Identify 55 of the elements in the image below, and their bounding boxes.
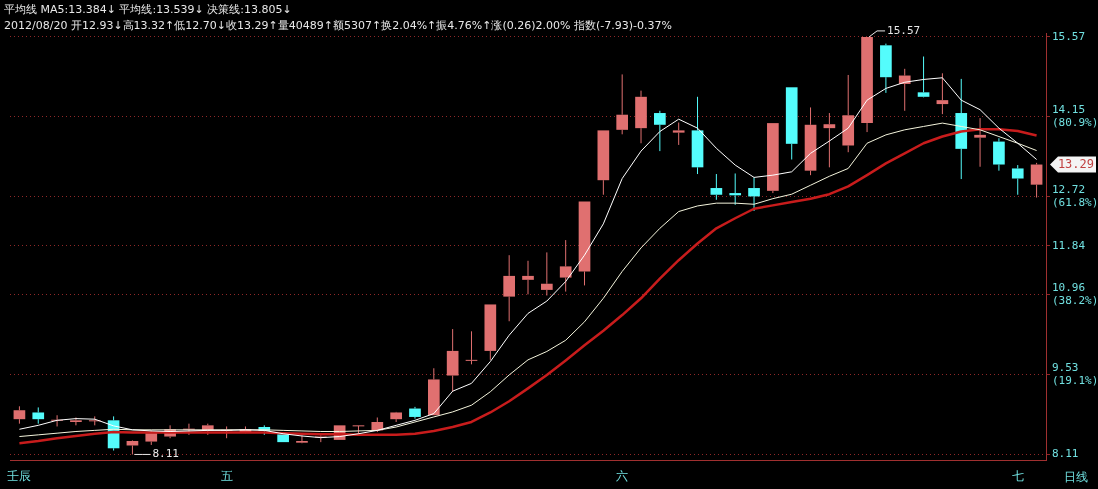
candlestick: [597, 130, 610, 196]
x-tick-label: 六: [616, 468, 629, 483]
candlestick: [32, 406, 45, 425]
candlestick: [296, 434, 308, 443]
candlestick: [748, 176, 760, 212]
candlestick: [465, 330, 478, 365]
chart-title: 平均线 MA5:13.384↓ 平均线:13.539↓ 决策线:13.805↓: [4, 2, 292, 17]
x-tick-label: 壬辰: [7, 468, 32, 483]
candlestick: [936, 72, 949, 115]
candlestick: [427, 367, 440, 416]
candlestick: [767, 123, 779, 194]
y-tick-label: 11.84: [1052, 238, 1086, 252]
candlestick: [955, 78, 968, 180]
y-tick-label: 9.53 (19.1%): [1052, 361, 1098, 388]
candlestick: [484, 304, 497, 361]
candlestick: [672, 122, 685, 146]
candlestick: [635, 90, 647, 144]
x-tick-label: 五: [220, 468, 233, 483]
y-tick-label: 15.57: [1052, 29, 1086, 43]
y-tick-label: 12.72 (61.8%): [1052, 182, 1098, 209]
candlestick: [917, 56, 930, 97]
candlestick: [13, 405, 26, 425]
candlestick: [804, 106, 817, 176]
candlestick: [541, 251, 553, 296]
candlestick: [503, 254, 515, 322]
candlestick: [785, 87, 798, 160]
candlestick: [691, 96, 704, 175]
candlestick: [522, 260, 534, 295]
candlestick: [446, 328, 459, 393]
chart-subtitle: 2012/08/20 开12.93↓高13.32↑低12.70↓收13.29↑量40489↑额5307↑换2.04%↑振4.76%↑涨(0.26)2.00% 指数(-7.93)-0.37%: [4, 18, 672, 33]
candlestick: [823, 112, 836, 168]
candlestick: [559, 239, 572, 293]
candlestick: [729, 172, 742, 206]
candlestick: [409, 406, 421, 420]
candlestick: [616, 73, 629, 135]
annotation: 15.57: [887, 23, 921, 37]
annotation: 8.11: [152, 447, 179, 461]
x-tick-label: 七: [1011, 468, 1024, 483]
candlestick: [1030, 162, 1043, 199]
candlestick: [578, 201, 591, 286]
candlestick: [654, 110, 666, 152]
candlestick: [974, 117, 986, 168]
y-tick-label: 10.96 (38.2%): [1052, 281, 1098, 308]
candlestick: [993, 137, 1005, 172]
candlestick: [710, 173, 723, 201]
candlestick: [70, 417, 82, 426]
candlestick: [842, 74, 855, 153]
y-tick-label: 8.11: [1052, 447, 1079, 461]
candlestick: [861, 36, 873, 133]
text: 13.29: [1057, 156, 1094, 171]
candlestick: [390, 412, 402, 423]
candlestick: [1011, 164, 1024, 196]
text: 日线: [1064, 469, 1088, 486]
y-tick-label: 14.15 (80.9%): [1052, 102, 1098, 129]
candlestick: [880, 43, 892, 94]
